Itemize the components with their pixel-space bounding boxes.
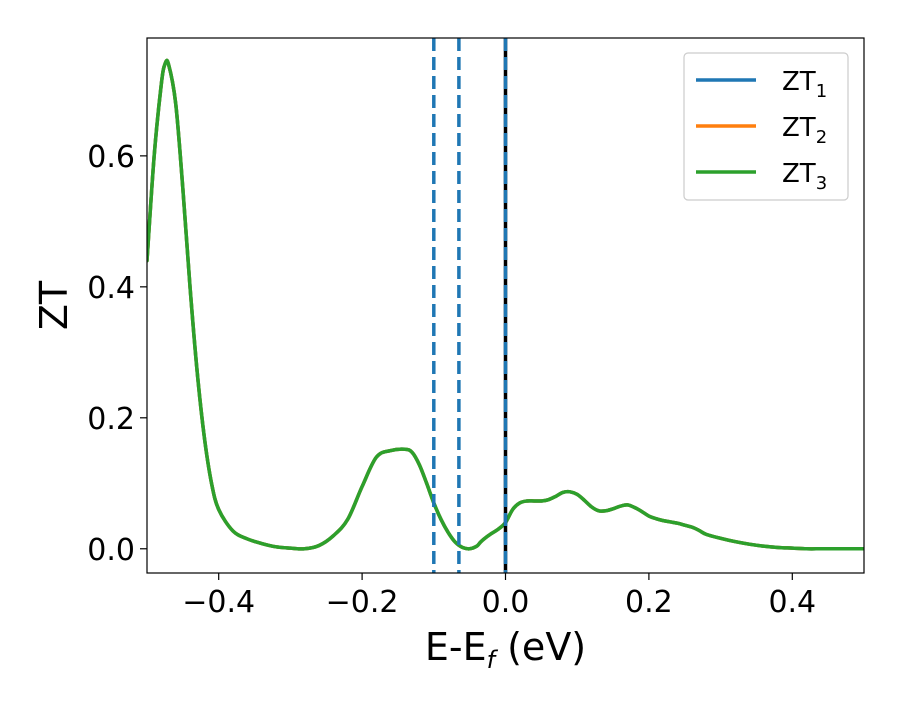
y-tick-label: 0.0 [87, 533, 135, 568]
legend-label: ZT2 [782, 113, 827, 148]
legend-label-subscript: 1 [816, 81, 827, 102]
x-tick-label: 0.4 [768, 585, 816, 620]
legend-entry-zt1: ZT1 [696, 67, 827, 102]
x-tick-label: −0.2 [326, 585, 399, 620]
x-axis-title-suffix: (eV) [495, 625, 586, 669]
x-axis-ticks: −0.4 −0.2 0.0 0.2 0.4 [182, 573, 816, 620]
y-tick-label: 0.4 [87, 271, 135, 306]
legend-entry-zt2: ZT2 [696, 113, 827, 148]
x-tick-label: 0.2 [625, 585, 673, 620]
legend-label-main: ZT [782, 113, 816, 143]
plot-clip-group [147, 38, 864, 573]
y-axis-title: ZT [32, 280, 76, 330]
legend-entry-zt3: ZT3 [696, 159, 827, 194]
series-line-zt3 [147, 58, 864, 551]
legend-label: ZT1 [782, 67, 827, 102]
x-tick-label: −0.4 [182, 585, 255, 620]
legend-label-subscript: 2 [816, 127, 827, 148]
legend-label-main: ZT [782, 159, 816, 189]
x-axis-title: E-Ef (eV) [425, 625, 586, 674]
legend-box [683, 52, 849, 201]
x-axis-title-main: E-E [425, 625, 487, 669]
y-axis-ticks: 0.0 0.2 0.4 0.6 [87, 140, 147, 568]
plot-content [147, 38, 864, 573]
legend-label-main: ZT [782, 67, 816, 97]
legend-label: ZT3 [782, 159, 827, 194]
x-tick-label: 0.0 [482, 585, 530, 620]
y-tick-label: 0.2 [87, 402, 135, 437]
y-tick-label: 0.6 [87, 140, 135, 175]
legend-label-subscript: 3 [816, 173, 827, 194]
